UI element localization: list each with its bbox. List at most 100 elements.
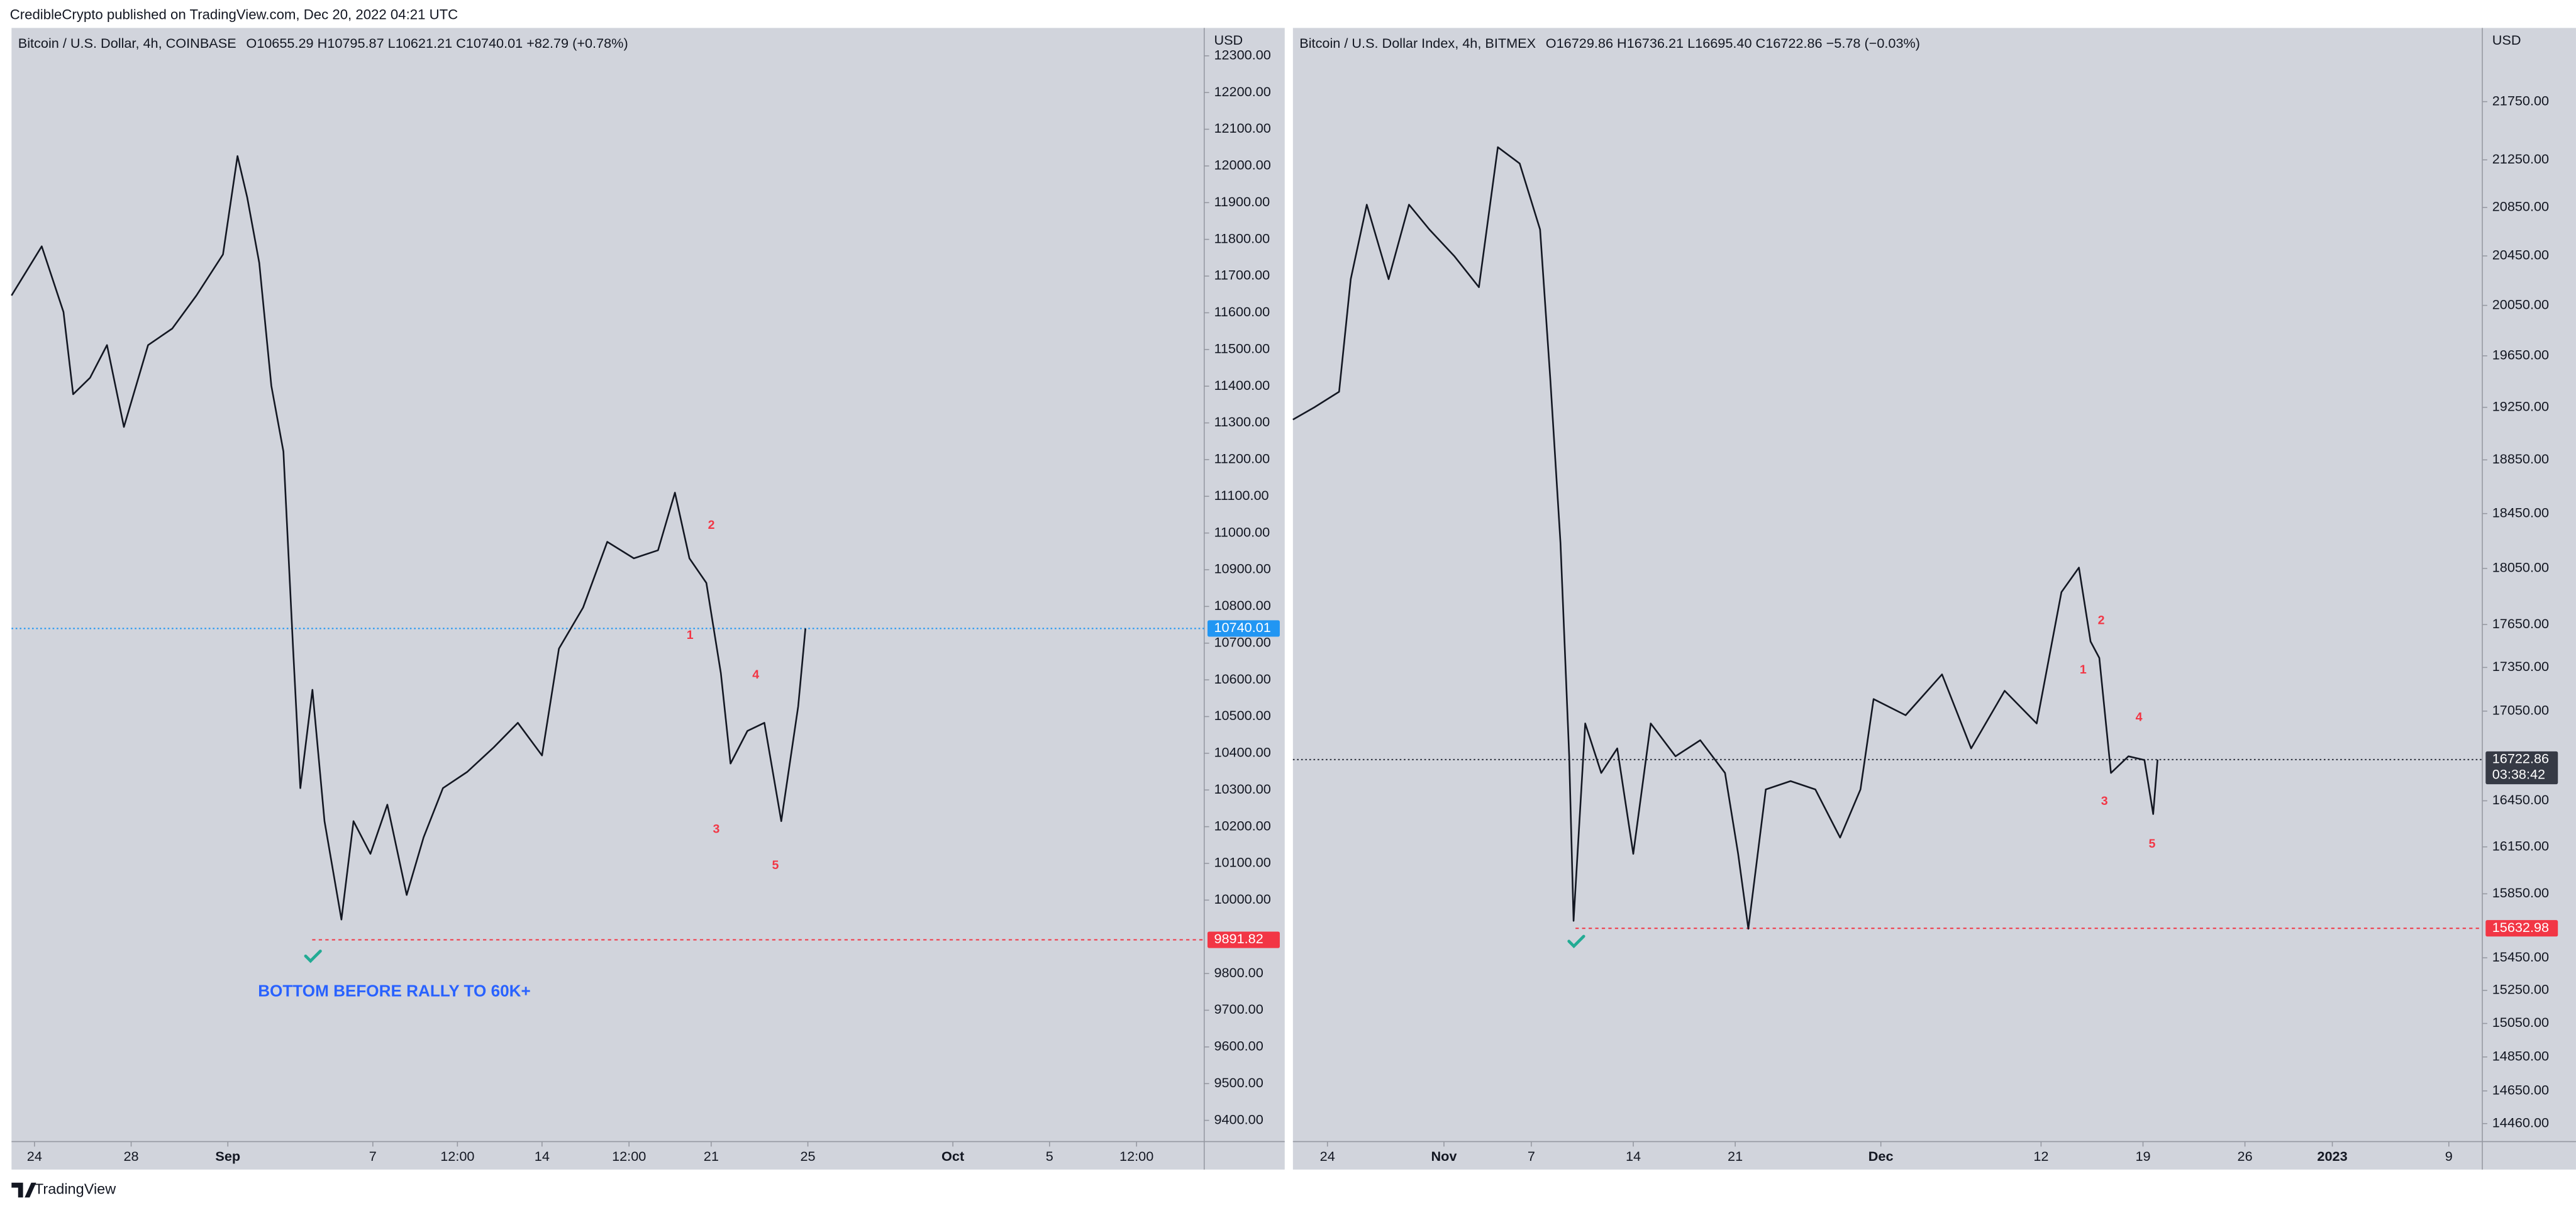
price-label-box bbox=[1208, 931, 1280, 948]
y-tick-label: 10300.00 bbox=[1214, 781, 1270, 797]
chart-panel: Bitcoin / U.S. Dollar Index, 4h, BITMEX O… bbox=[1292, 28, 2576, 1170]
annotation: 2 bbox=[2098, 614, 2105, 628]
y-tick-label: 9600.00 bbox=[1214, 1038, 1263, 1054]
annotation: 1 bbox=[687, 628, 694, 642]
time-axis bbox=[1292, 1141, 2576, 1170]
x-tick-label: 9 bbox=[2445, 1148, 2453, 1164]
y-tick-label: 21250.00 bbox=[2492, 151, 2549, 167]
chart-title: Bitcoin / U.S. Dollar, 4h, COINBASE bbox=[18, 35, 236, 51]
price-line-series bbox=[1292, 146, 2158, 930]
y-tick-label: 10000.00 bbox=[1214, 891, 1270, 907]
x-tick-label: 24 bbox=[27, 1148, 42, 1164]
checkmark bbox=[304, 950, 322, 963]
x-tick-label: 2023 bbox=[2317, 1148, 2347, 1164]
plot-area bbox=[11, 28, 1204, 1142]
checkmark bbox=[1567, 934, 1585, 948]
price-label-box bbox=[2485, 751, 2558, 785]
y-tick-label: 10800.00 bbox=[1214, 597, 1270, 613]
y-tick-label: 10500.00 bbox=[1214, 707, 1270, 723]
x-tick-label: 12:00 bbox=[1119, 1148, 1153, 1164]
annotation: 5 bbox=[772, 858, 779, 872]
price-axis bbox=[1204, 28, 1285, 1142]
annotation: 4 bbox=[2136, 711, 2143, 724]
y-tick-label: 11700.00 bbox=[1214, 267, 1270, 283]
x-tick-label: 7 bbox=[369, 1148, 377, 1164]
price-label: 9891.82 bbox=[1214, 931, 1263, 946]
annotation: 3 bbox=[713, 822, 720, 836]
y-tick-label: 11100.00 bbox=[1214, 487, 1269, 503]
x-tick-label: 14 bbox=[535, 1148, 550, 1164]
price-label: 15632.98 bbox=[2492, 919, 2549, 935]
price-axis bbox=[2482, 28, 2576, 1142]
x-tick-label: 12 bbox=[2033, 1148, 2048, 1164]
x-tick-label: 5 bbox=[1046, 1148, 1053, 1164]
y-tick-label: 15450.00 bbox=[2492, 949, 2549, 965]
y-tick-label: 12200.00 bbox=[1214, 84, 1270, 99]
y-tick-label: 9800.00 bbox=[1214, 965, 1263, 980]
axis-unit: USD bbox=[2492, 32, 2521, 48]
x-tick-label: 26 bbox=[2238, 1148, 2253, 1164]
chart-panel: Bitcoin / U.S. Dollar, 4h, COINBASE O1065… bbox=[11, 28, 1285, 1170]
annotation: 5 bbox=[2149, 837, 2156, 851]
x-tick-label: 19 bbox=[2135, 1148, 2150, 1164]
y-tick-label: 10200.00 bbox=[1214, 817, 1270, 833]
countdown: 03:38:42 bbox=[2492, 767, 2545, 782]
y-tick-label: 12300.00 bbox=[1214, 47, 1270, 63]
y-tick-label: 17350.00 bbox=[2492, 658, 2549, 674]
y-tick-label: 19650.00 bbox=[2492, 347, 2549, 363]
annotation: 2 bbox=[708, 518, 715, 532]
y-tick-label: 11800.00 bbox=[1214, 230, 1270, 246]
y-tick-label: 14460.00 bbox=[2492, 1114, 2549, 1130]
y-tick-label: 15850.00 bbox=[2492, 885, 2549, 900]
y-tick-label: 18050.00 bbox=[2492, 560, 2549, 575]
y-tick-label: 16450.00 bbox=[2492, 792, 2549, 807]
x-tick-label: 21 bbox=[704, 1148, 719, 1164]
y-tick-label: 12000.00 bbox=[1214, 157, 1270, 173]
y-tick-label: 11500.00 bbox=[1214, 340, 1270, 356]
annotation: 3 bbox=[2101, 794, 2108, 808]
y-tick-label: 14650.00 bbox=[2492, 1082, 2549, 1098]
annotation: 1 bbox=[2080, 663, 2087, 677]
x-tick-label: Sep bbox=[215, 1148, 240, 1164]
y-tick-label: 11900.00 bbox=[1214, 194, 1270, 209]
y-tick-label: 19250.00 bbox=[2492, 398, 2549, 414]
price-line-series bbox=[11, 155, 806, 921]
y-tick-label: 11400.00 bbox=[1214, 377, 1270, 393]
price-label: 10740.01 bbox=[1214, 619, 1270, 635]
header: CredibleCrypto published on TradingView.… bbox=[10, 7, 458, 23]
y-tick-label: 12100.00 bbox=[1214, 120, 1270, 136]
y-tick-label: 11000.00 bbox=[1214, 524, 1270, 540]
y-tick-label: 15250.00 bbox=[2492, 982, 2549, 997]
y-tick-label: 9700.00 bbox=[1214, 1001, 1263, 1017]
y-tick-label: 11300.00 bbox=[1214, 414, 1270, 429]
y-tick-label: 20450.00 bbox=[2492, 247, 2549, 263]
x-tick-label: 7 bbox=[1528, 1148, 1535, 1164]
x-tick-label: 14 bbox=[1626, 1148, 1641, 1164]
ohlc: O10655.29 H10795.87 L10621.21 C10740.01 … bbox=[246, 35, 628, 51]
axis-unit: USD bbox=[1214, 32, 1243, 48]
x-tick-label: Oct bbox=[941, 1148, 964, 1164]
plot-area bbox=[1292, 28, 2483, 1142]
x-tick-label: 25 bbox=[800, 1148, 815, 1164]
y-tick-label: 17650.00 bbox=[2492, 616, 2549, 631]
x-tick-label: 24 bbox=[1320, 1148, 1335, 1164]
y-tick-label: 10900.00 bbox=[1214, 561, 1270, 577]
price-label-box bbox=[2485, 920, 2558, 937]
y-tick-label: 11200.00 bbox=[1214, 451, 1270, 467]
x-tick-label: 28 bbox=[123, 1148, 138, 1164]
y-tick-label: 18850.00 bbox=[2492, 451, 2549, 467]
price-label-box bbox=[1208, 620, 1280, 637]
y-tick-label: 9400.00 bbox=[1214, 1111, 1263, 1127]
y-tick-label: 10400.00 bbox=[1214, 745, 1270, 760]
y-tick-label: 10600.00 bbox=[1214, 671, 1270, 687]
x-tick-label: Dec bbox=[1868, 1148, 1894, 1164]
y-tick-label: 15050.00 bbox=[2492, 1014, 2549, 1030]
footer: TradingView bbox=[35, 1181, 116, 1197]
y-tick-label: 18450.00 bbox=[2492, 504, 2549, 520]
annotation: 4 bbox=[752, 668, 759, 682]
chart-title: Bitcoin / U.S. Dollar Index, 4h, BITMEX bbox=[1299, 35, 1536, 51]
x-tick-label: Nov bbox=[1431, 1148, 1457, 1164]
y-tick-label: 10100.00 bbox=[1214, 855, 1270, 870]
y-tick-label: 10700.00 bbox=[1214, 634, 1270, 650]
